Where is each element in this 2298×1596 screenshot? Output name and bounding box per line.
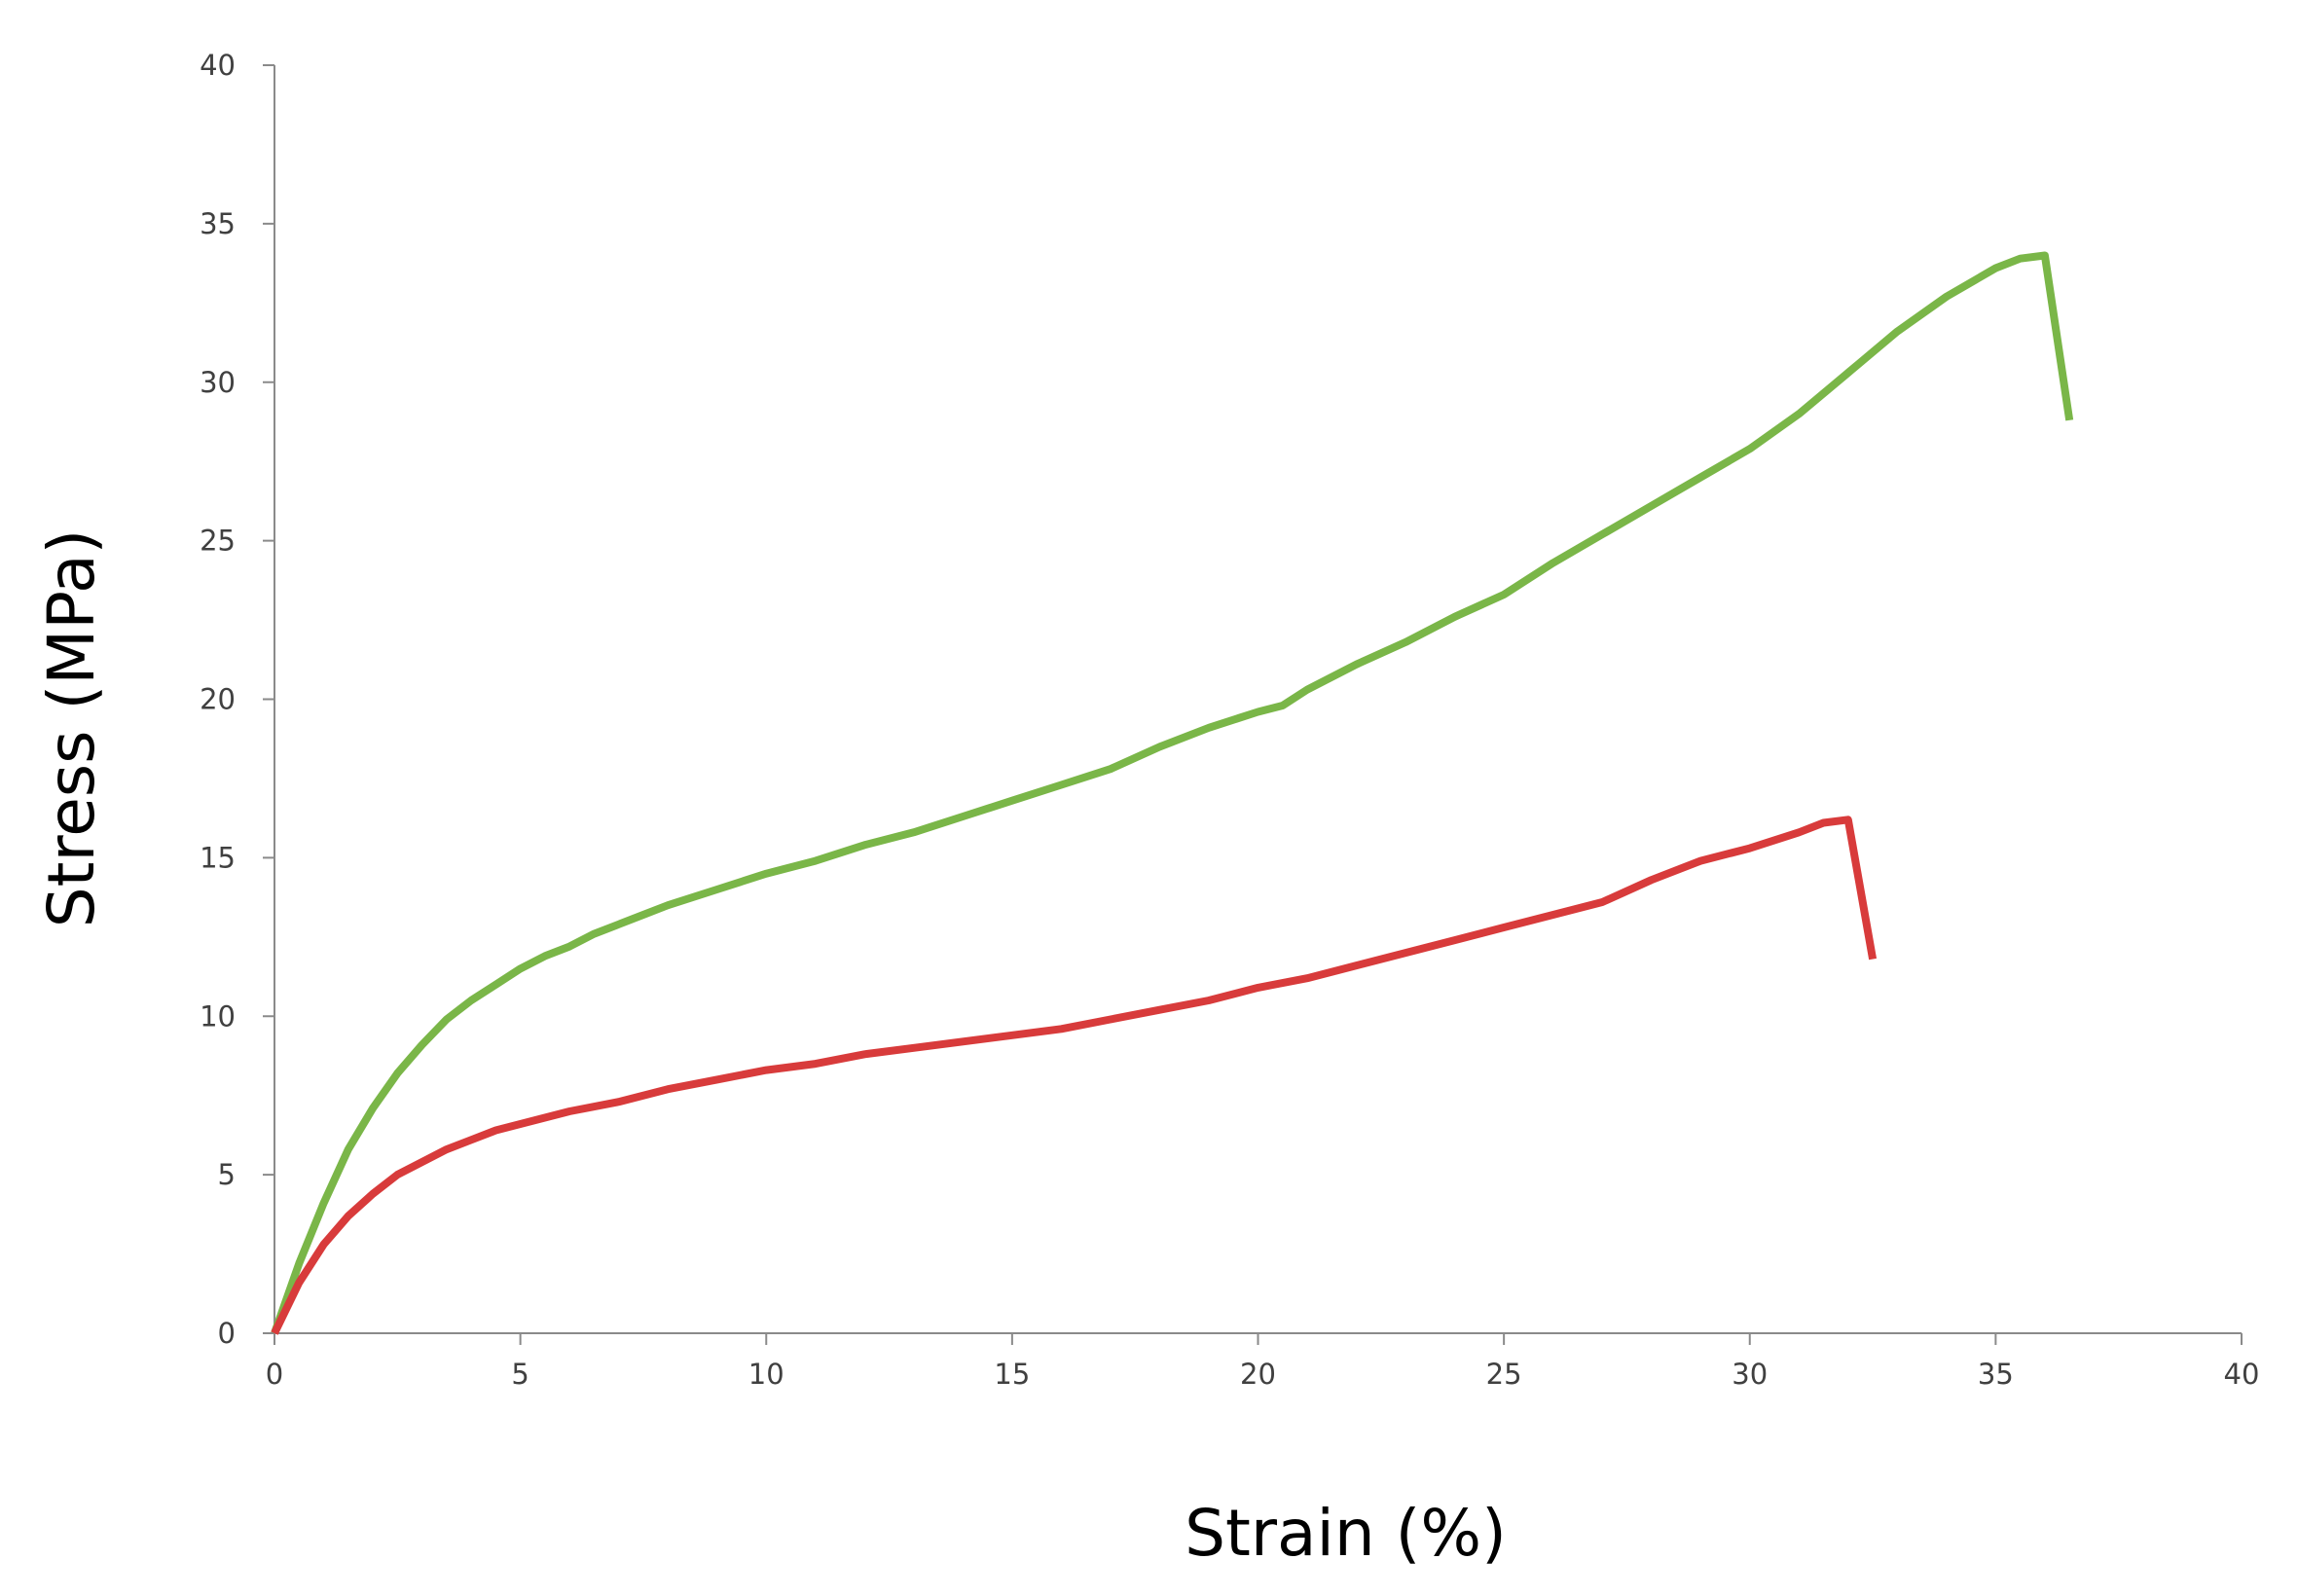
y-tick-label: 40 — [200, 49, 236, 82]
x-tick-label: 35 — [1978, 1358, 2014, 1391]
x-tick-label: 15 — [994, 1358, 1030, 1391]
y-tick-label: 20 — [200, 683, 236, 716]
x-axis-ticks: 0 5 10 15 20 25 30 35 40 — [266, 1333, 2260, 1391]
axes — [274, 65, 2242, 1334]
x-tick-label: 10 — [748, 1358, 784, 1391]
series-layer — [271, 251, 2074, 1335]
y-axis-title: Stress (MPa) — [34, 529, 109, 928]
y-tick-label: 15 — [200, 841, 236, 874]
x-tick-label: 20 — [1240, 1358, 1276, 1391]
x-tick-label: 25 — [1486, 1358, 1522, 1391]
y-tick-label: 5 — [218, 1158, 236, 1191]
x-tick-label: 5 — [511, 1358, 529, 1391]
y-tick-label: 0 — [218, 1317, 236, 1350]
x-tick-label: 40 — [2224, 1358, 2260, 1391]
y-tick-label: 35 — [200, 207, 236, 240]
x-axis-title: Strain (%) — [1185, 1496, 1507, 1571]
x-tick-label: 30 — [1732, 1358, 1768, 1391]
y-tick-label: 30 — [200, 366, 236, 399]
y-tick-label: 10 — [200, 999, 236, 1033]
y-axis-ticks: 0 5 10 15 20 25 30 35 40 — [200, 49, 274, 1350]
x-tick-label: 0 — [266, 1358, 283, 1391]
series-line-1 — [271, 251, 2074, 1335]
y-tick-label: 25 — [200, 525, 236, 558]
series-line-2 — [271, 816, 1878, 1335]
